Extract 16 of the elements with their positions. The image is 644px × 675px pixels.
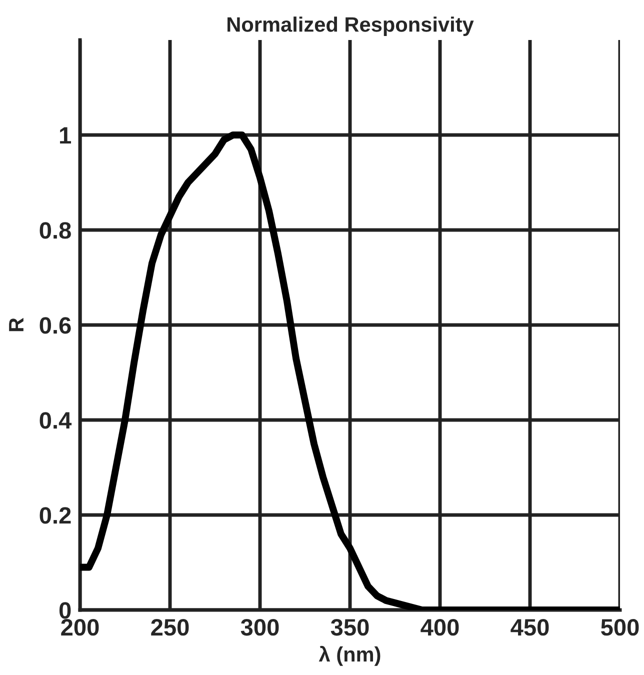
x-tick-label: 200 xyxy=(61,618,99,636)
y-tick-label: 0 xyxy=(59,602,71,619)
chart-title: Normalized Responsivity xyxy=(228,16,474,36)
y-tick-label: 1 xyxy=(60,127,72,144)
y-tick-label: 0.8 xyxy=(40,222,71,239)
y-axis-title: R xyxy=(9,318,24,332)
x-tick-label: 500 xyxy=(601,618,639,636)
x-tick-label: 350 xyxy=(330,618,369,636)
y-tick-label: 0.4 xyxy=(40,412,72,429)
x-tick-label: 450 xyxy=(510,618,549,636)
y-tick-label: 0.6 xyxy=(40,317,71,334)
y-tick-label: 0.2 xyxy=(40,507,71,524)
x-axis-title: λ (nm) xyxy=(318,646,380,666)
x-tick-label: 300 xyxy=(240,618,279,636)
x-tick-label: 400 xyxy=(420,618,459,636)
x-tick-label: 250 xyxy=(151,618,189,636)
